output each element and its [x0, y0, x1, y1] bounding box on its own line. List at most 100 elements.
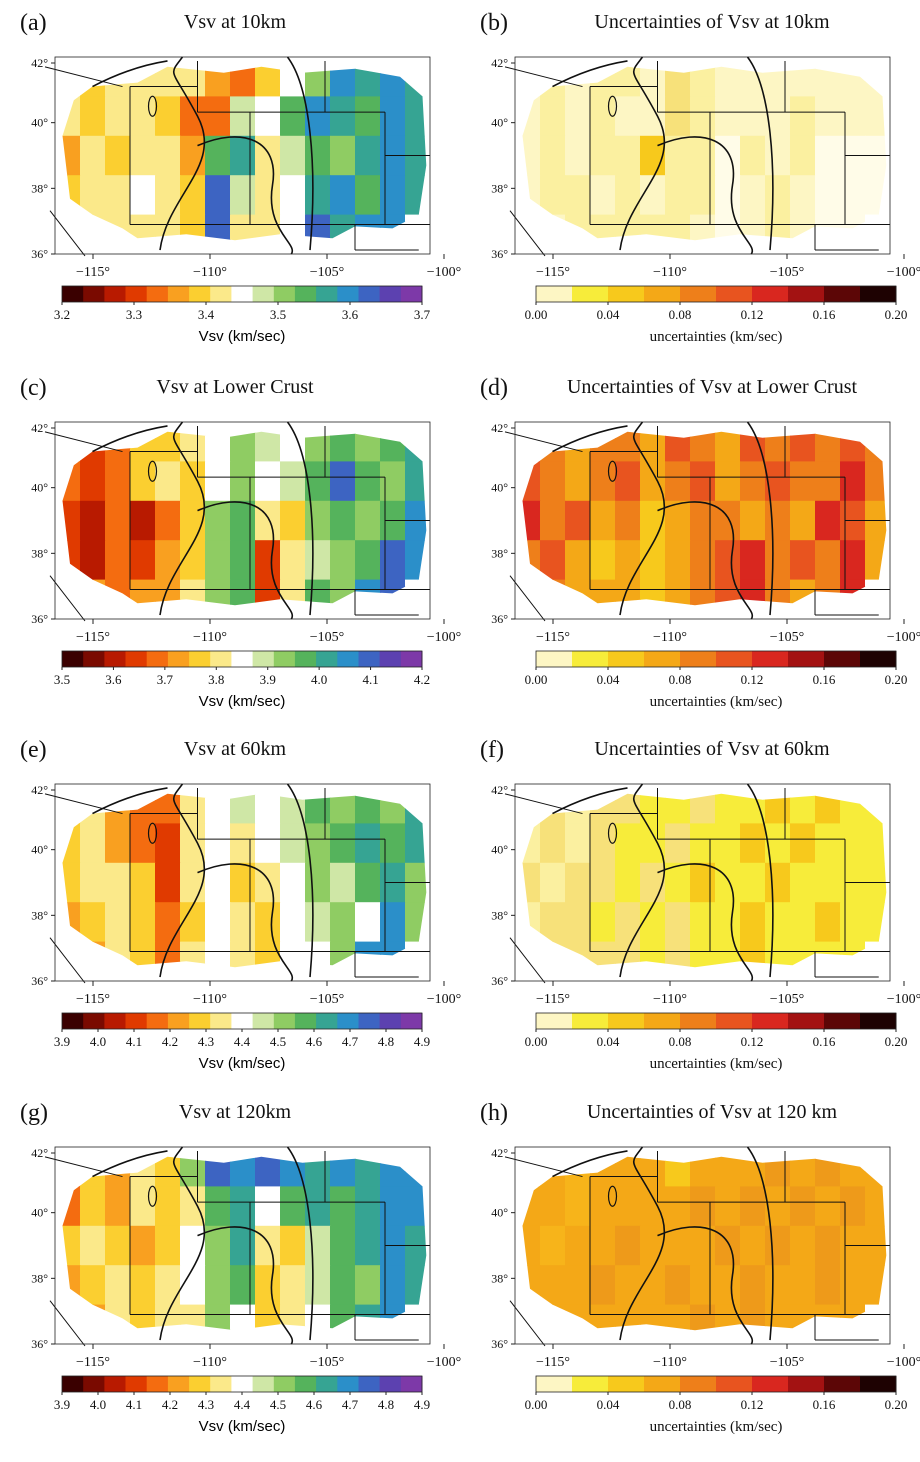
lon-label: −115°: [536, 992, 570, 1007]
colorbar-swatch: [104, 651, 127, 667]
field-cell: [105, 902, 131, 943]
field-cell: [305, 175, 331, 216]
field-cell: [590, 135, 616, 176]
colorbar-tick-label: 3.6: [342, 307, 359, 322]
colorbar-tick-label: 0.00: [525, 672, 548, 687]
field-cell: [62, 431, 81, 462]
colorbar-swatch: [62, 1013, 84, 1029]
field-cell: [640, 941, 666, 968]
field-cell: [155, 431, 181, 462]
field-cell: [740, 96, 766, 137]
colorbar-tick-label: 4.5: [270, 1034, 286, 1049]
field-cell: [255, 1265, 281, 1306]
lat-label: 36°: [31, 974, 48, 988]
field-cell: [690, 66, 716, 97]
lat-label: 40°: [491, 843, 508, 857]
colorbar-swatch: [752, 1013, 789, 1029]
colorbar-a: 3.2 3.3 3.4 3.5 3.6 3.7 Vsv (km/sec): [54, 285, 431, 345]
field-cell: [305, 793, 331, 824]
field-cell: [405, 902, 427, 943]
colorbar-swatch: [316, 1013, 338, 1029]
field-cell: [230, 214, 256, 241]
field-g: [62, 1156, 427, 1331]
field-cell: [565, 793, 591, 824]
colorbar-swatch: [572, 1013, 609, 1029]
field-cell: [205, 1156, 231, 1187]
field-cell: [865, 96, 887, 137]
field-cell: [355, 1225, 381, 1266]
field-cell: [155, 1225, 181, 1266]
field-cell: [840, 902, 866, 943]
field-cell: [230, 1225, 256, 1266]
state-borders: [504, 787, 890, 984]
colorbar-swatch: [379, 651, 402, 667]
map-frame: [54, 56, 431, 255]
field-cell: [230, 793, 256, 824]
field-cell: [590, 540, 616, 581]
panel-d: (d) Uncertainties of Vsv at Lower Crust 42…: [460, 365, 920, 730]
field-cell: [62, 579, 81, 606]
field-cell: [405, 579, 427, 606]
lon-label: −110°: [653, 265, 687, 280]
colorbar-tick-label: 4.0: [90, 1034, 106, 1049]
colorbar-swatch: [252, 1376, 275, 1392]
field-cell: [840, 1156, 866, 1187]
field-cell: [590, 862, 616, 903]
field-cell: [355, 1186, 381, 1227]
colorbar-swatch: [210, 1013, 232, 1029]
field-cell: [180, 941, 206, 968]
lat-label: 42°: [491, 56, 508, 70]
field-cell: [205, 540, 231, 581]
field-cell: [230, 540, 256, 581]
field-cell: [640, 1225, 666, 1266]
field-cell: [155, 214, 181, 241]
field-cell: [790, 1225, 816, 1266]
field-cell: [740, 1265, 766, 1306]
field-cell: [355, 1156, 381, 1187]
field-cell: [540, 902, 566, 943]
field-cell: [380, 214, 406, 241]
colorbar-swatch: [572, 651, 609, 667]
field-cell: [790, 1156, 816, 1187]
field-cell: [815, 579, 841, 606]
field-cell: [355, 135, 381, 176]
field-cell: [205, 214, 231, 241]
field-cell: [80, 135, 106, 176]
field-cell: [130, 579, 156, 606]
colorbar-swatch: [316, 286, 338, 302]
colorbar-swatch: [358, 651, 381, 667]
field-cell: [640, 902, 666, 943]
colorbar-swatch: [716, 1013, 753, 1029]
field-cell: [380, 66, 406, 97]
field-cell: [255, 1156, 281, 1187]
field-cell: [355, 862, 381, 903]
field-cell: [305, 500, 331, 541]
field-cell: [380, 793, 406, 824]
field-cell: [105, 862, 131, 903]
field-cell: [355, 175, 381, 216]
colorbar-tick-label: 4.0: [90, 1397, 106, 1412]
field-cell: [565, 431, 591, 462]
field-cell: [205, 579, 231, 606]
colorbar-swatch: [210, 1376, 232, 1392]
field-cell: [540, 862, 566, 903]
field-cell: [522, 214, 541, 241]
field-cell: [130, 1225, 156, 1266]
colorbar-e: 3.9 4.0 4.1 4.2 4.3 4.4 4.5 4.6 4.7 4.8 4.9 Vsv (km…: [54, 1012, 430, 1072]
field-cell: [590, 1225, 616, 1266]
field-cell: [565, 66, 591, 97]
lat-label: 36°: [491, 612, 508, 626]
map-frame: [514, 56, 891, 255]
field-cell: [305, 214, 331, 241]
field-cell: [105, 941, 131, 968]
field-cell: [355, 540, 381, 581]
field-cell: [590, 66, 616, 97]
field-cell: [865, 66, 887, 97]
field-cell: [615, 941, 641, 968]
field-cell: [405, 96, 427, 137]
colorbar-tick-label: 4.1: [126, 1034, 142, 1049]
field-cell: [765, 941, 791, 968]
field-cell: [80, 862, 106, 903]
field-cell: [255, 540, 281, 581]
colorbar-h: 0.00 0.04 0.08 0.12 0.16 0.20 uncertainties (k…: [525, 1375, 907, 1435]
